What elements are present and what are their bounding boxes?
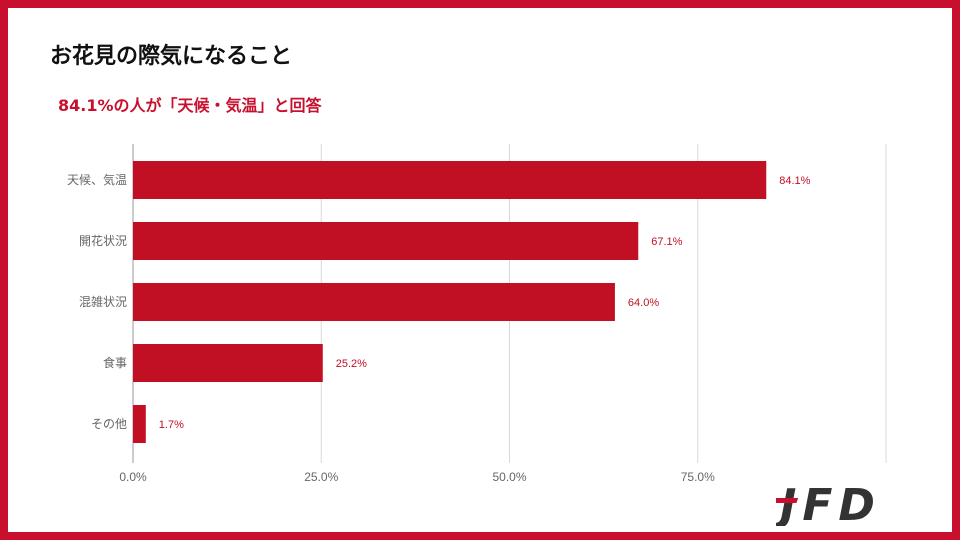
slide-subtitle: 84.1%の人が「天候・気温」と回答 bbox=[58, 96, 322, 115]
bar bbox=[133, 405, 146, 443]
value-label: 67.1% bbox=[651, 236, 682, 248]
bar-chart: 0.0% 25.0% 50.0% 75.0% 天候、気温 84.1% 開花状況 67.1% 混雑… bbox=[67, 144, 887, 484]
x-tick-label: 50.0% bbox=[492, 470, 526, 484]
slide-title: お花見の際気になること bbox=[50, 44, 293, 69]
category-label: 食事 bbox=[103, 355, 127, 370]
category-label: その他 bbox=[91, 417, 127, 431]
bar bbox=[133, 161, 767, 199]
x-tick-label: 25.0% bbox=[304, 470, 338, 484]
logo-text: JFD bbox=[776, 482, 881, 526]
value-label: 1.7% bbox=[159, 419, 184, 431]
bar bbox=[133, 344, 323, 382]
bar bbox=[133, 222, 639, 260]
x-tick-label: 0.0% bbox=[119, 470, 147, 484]
x-tick-label: 75.0% bbox=[681, 470, 715, 484]
value-label: 64.0% bbox=[628, 297, 659, 309]
value-label: 84.1% bbox=[779, 175, 810, 187]
jfd-logo: JFD bbox=[776, 482, 881, 526]
slide: お花見の際気になること 84.1%の人が「天候・気温」と回答 0.0% 25.0%… bbox=[8, 8, 952, 532]
category-label: 混雑状況 bbox=[79, 294, 127, 309]
category-label: 開花状況 bbox=[79, 233, 127, 248]
value-label: 25.2% bbox=[336, 358, 367, 370]
category-label: 天候、気温 bbox=[67, 172, 127, 187]
bar bbox=[133, 283, 615, 321]
